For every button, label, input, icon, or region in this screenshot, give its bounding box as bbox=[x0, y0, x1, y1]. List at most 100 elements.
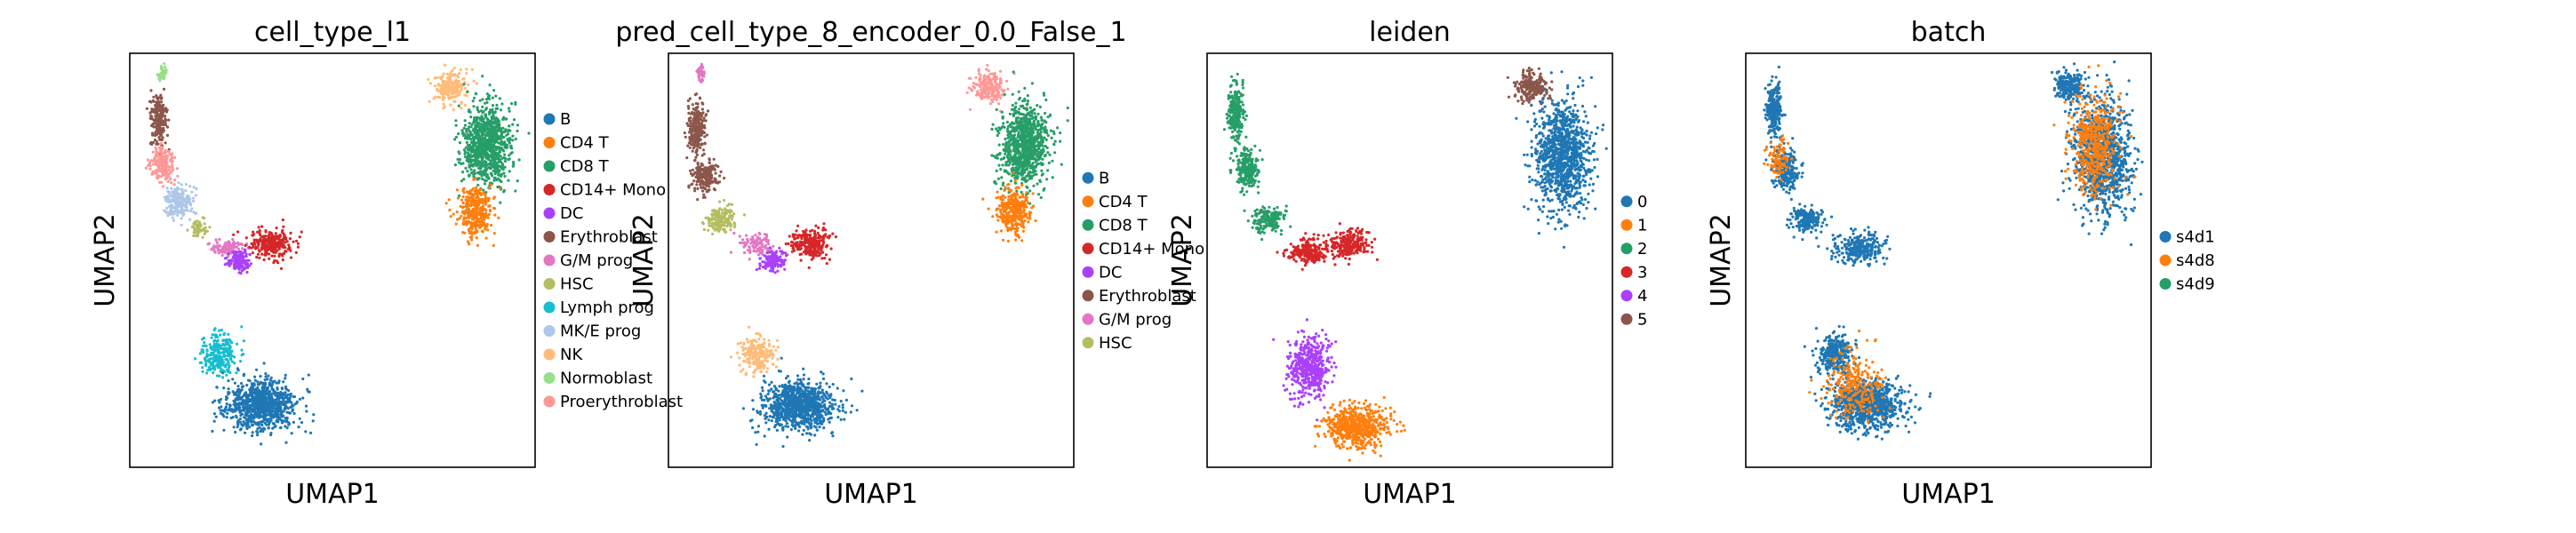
data-point bbox=[765, 261, 769, 266]
data-point bbox=[284, 373, 287, 377]
data-point bbox=[452, 85, 455, 89]
data-point bbox=[251, 251, 254, 255]
data-point bbox=[732, 222, 737, 226]
data-point bbox=[483, 160, 487, 163]
data-point bbox=[274, 394, 277, 397]
data-point bbox=[165, 187, 169, 190]
data-point bbox=[476, 217, 481, 221]
data-point bbox=[171, 163, 174, 167]
data-point bbox=[465, 135, 468, 139]
data-point bbox=[808, 229, 812, 233]
data-point bbox=[280, 415, 284, 418]
data-point bbox=[457, 104, 460, 107]
data-point bbox=[497, 158, 501, 162]
data-point bbox=[164, 141, 167, 145]
data-point bbox=[701, 111, 705, 115]
data-point bbox=[249, 416, 252, 420]
data-point bbox=[156, 129, 160, 132]
data-point bbox=[486, 228, 490, 232]
data-point bbox=[441, 84, 444, 88]
data-point bbox=[700, 66, 705, 69]
data-point bbox=[201, 235, 204, 239]
data-point bbox=[436, 84, 440, 87]
data-point bbox=[794, 233, 797, 236]
data-point bbox=[244, 400, 247, 403]
data-point bbox=[272, 405, 276, 409]
data-point bbox=[696, 106, 700, 109]
legend-label: CD8 T bbox=[560, 157, 610, 176]
data-point bbox=[222, 333, 226, 337]
data-point bbox=[269, 231, 273, 235]
data-point bbox=[436, 89, 440, 92]
data-point bbox=[462, 178, 466, 181]
data-point bbox=[706, 109, 710, 113]
data-point bbox=[481, 105, 484, 108]
data-point bbox=[700, 119, 704, 123]
umap-panel-2: pred_cell_type_8_encoder_0.0_False_1UMAP… bbox=[615, 17, 1204, 510]
data-point bbox=[254, 247, 258, 251]
data-point bbox=[683, 131, 686, 135]
data-point bbox=[476, 140, 481, 144]
data-point bbox=[493, 168, 497, 171]
data-point bbox=[274, 402, 277, 405]
data-point bbox=[457, 150, 460, 154]
data-point bbox=[432, 97, 436, 100]
data-point bbox=[276, 387, 279, 391]
data-point bbox=[478, 147, 482, 150]
data-point bbox=[201, 228, 204, 232]
data-point bbox=[475, 195, 478, 200]
data-point bbox=[157, 167, 161, 171]
data-point bbox=[695, 138, 699, 142]
data-point bbox=[696, 110, 700, 114]
data-point bbox=[171, 190, 174, 194]
data-point bbox=[275, 259, 278, 263]
data-point bbox=[468, 235, 473, 239]
data-point bbox=[160, 146, 164, 149]
data-point bbox=[281, 228, 284, 232]
data-point bbox=[514, 137, 517, 141]
data-point bbox=[686, 105, 691, 108]
data-point bbox=[157, 146, 161, 149]
data-point bbox=[258, 416, 261, 419]
data-point bbox=[468, 173, 471, 177]
data-point bbox=[504, 143, 508, 147]
data-point bbox=[702, 116, 706, 120]
data-point bbox=[150, 107, 154, 111]
data-point bbox=[164, 118, 168, 122]
data-point bbox=[227, 259, 230, 262]
data-point bbox=[270, 396, 274, 400]
data-point bbox=[475, 118, 479, 122]
data-point bbox=[242, 407, 245, 410]
data-point bbox=[774, 251, 778, 255]
data-point bbox=[235, 371, 238, 375]
data-point bbox=[284, 441, 288, 444]
data-point bbox=[821, 228, 825, 232]
data-point bbox=[692, 117, 696, 121]
data-point bbox=[217, 359, 220, 362]
data-point bbox=[252, 230, 255, 234]
data-point bbox=[208, 343, 212, 346]
data-point bbox=[301, 396, 305, 400]
data-point bbox=[472, 121, 476, 124]
data-point bbox=[162, 69, 165, 73]
data-point bbox=[231, 410, 235, 414]
data-point bbox=[201, 366, 204, 370]
data-point bbox=[252, 409, 256, 412]
data-point bbox=[711, 232, 715, 235]
legend-label: Normoblast bbox=[560, 370, 652, 388]
data-point bbox=[236, 426, 239, 429]
data-point bbox=[284, 404, 288, 408]
data-point bbox=[244, 252, 248, 256]
data-point bbox=[258, 229, 261, 233]
legend-label: CD4 T bbox=[560, 134, 610, 153]
data-point bbox=[455, 87, 459, 91]
data-point bbox=[180, 187, 183, 191]
data-point bbox=[181, 195, 185, 199]
data-point bbox=[732, 212, 736, 216]
data-point bbox=[473, 169, 476, 172]
data-point bbox=[820, 257, 824, 260]
data-point bbox=[757, 266, 762, 270]
data-point bbox=[233, 266, 237, 270]
data-point bbox=[427, 77, 430, 82]
data-point bbox=[225, 373, 228, 377]
